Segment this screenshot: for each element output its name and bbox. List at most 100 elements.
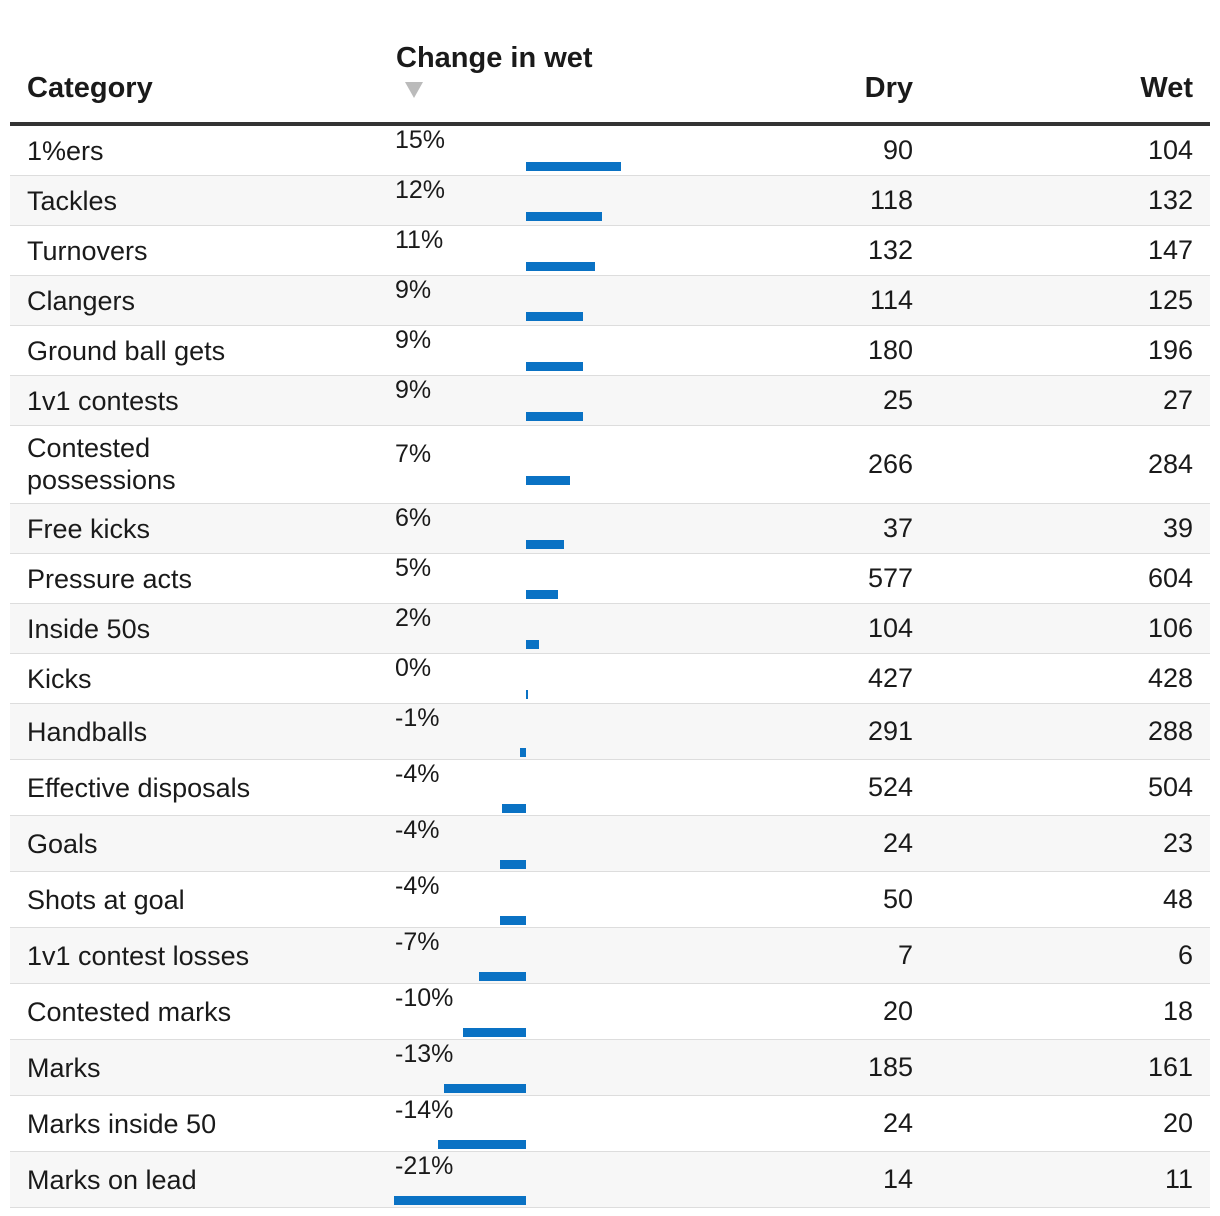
sort-descending-icon[interactable] xyxy=(405,82,423,98)
table-row: Marks on lead -21% 14 11 xyxy=(10,1152,1210,1208)
wet-value: 27 xyxy=(1162,385,1193,415)
table-row: Marks -13% 185 161 xyxy=(10,1040,1210,1096)
wet-value: 147 xyxy=(1147,235,1193,265)
table-row: Marks inside 50 -14% 24 20 xyxy=(10,1096,1210,1152)
wet-value: 604 xyxy=(1147,563,1193,593)
change-label: -1% xyxy=(395,704,440,732)
change-bar xyxy=(393,1196,526,1205)
change-bar xyxy=(526,640,539,649)
wet-value: 6 xyxy=(1177,940,1193,970)
dry-value: 132 xyxy=(867,235,913,265)
wet-value: 504 xyxy=(1147,772,1193,802)
dry-value: 24 xyxy=(882,828,913,858)
dry-value: 577 xyxy=(867,563,913,593)
dry-value: 25 xyxy=(882,385,913,415)
row-category: Contested possessions xyxy=(27,433,176,495)
change-label: -10% xyxy=(395,984,454,1012)
dry-value: 104 xyxy=(867,613,913,643)
table-row: Clangers 9% 114 125 xyxy=(10,276,1210,326)
change-bar xyxy=(478,972,526,981)
change-label: -21% xyxy=(395,1152,454,1180)
change-label: 9% xyxy=(395,276,432,304)
change-label: 9% xyxy=(395,326,432,354)
table-row: Kicks 0% 427 428 xyxy=(10,654,1210,704)
table-row: Turnovers 11% 132 147 xyxy=(10,226,1210,276)
table-row: 1v1 contests 9% 25 27 xyxy=(10,376,1210,426)
wet-value: 104 xyxy=(1147,135,1193,165)
row-category: Pressure acts xyxy=(27,564,193,594)
change-bar xyxy=(526,412,583,421)
dry-value: 427 xyxy=(867,663,913,693)
table-row: Free kicks 6% 37 39 xyxy=(10,504,1210,554)
change-bar xyxy=(526,312,583,321)
wet-value: 161 xyxy=(1147,1052,1193,1082)
change-bar xyxy=(444,1084,526,1093)
change-label: 11% xyxy=(395,226,444,254)
change-label: -7% xyxy=(395,928,440,956)
wet-value: 132 xyxy=(1147,185,1193,215)
wet-value: 284 xyxy=(1147,449,1193,479)
dry-value: 37 xyxy=(882,513,913,543)
table-row: Tackles 12% 118 132 xyxy=(10,176,1210,226)
wet-value: 288 xyxy=(1147,716,1193,746)
row-category: 1v1 contest losses xyxy=(27,941,250,971)
wet-value: 39 xyxy=(1162,513,1193,543)
dry-value: 291 xyxy=(867,716,913,746)
wet-value: 196 xyxy=(1147,335,1193,365)
change-label: 6% xyxy=(395,504,432,532)
wet-value: 428 xyxy=(1147,663,1193,693)
table-row: Goals -4% 24 23 xyxy=(10,816,1210,872)
wet-value: 106 xyxy=(1147,613,1193,643)
change-bar xyxy=(526,362,583,371)
row-category: Goals xyxy=(27,829,98,859)
row-category: Turnovers xyxy=(27,236,148,266)
table-row: Inside 50s 2% 104 106 xyxy=(10,604,1210,654)
column-header-wet[interactable]: Wet xyxy=(1140,72,1193,104)
row-category: 1%ers xyxy=(27,136,104,166)
dry-value: 20 xyxy=(882,996,913,1026)
dry-value: 266 xyxy=(867,449,913,479)
table-row: Contested possessions 7% 266 284 xyxy=(10,426,1210,504)
change-label: -14% xyxy=(395,1096,454,1124)
table-row: Ground ball gets 9% 180 196 xyxy=(10,326,1210,376)
change-bar xyxy=(463,1028,526,1037)
row-category: Tackles xyxy=(27,186,118,216)
column-header-dry[interactable]: Dry xyxy=(864,72,913,104)
table-row: 1%ers 15% 90 104 xyxy=(10,126,1210,176)
column-header-category[interactable]: Category xyxy=(27,72,153,104)
table-row: Handballs -1% 291 288 xyxy=(10,704,1210,760)
dry-value: 185 xyxy=(867,1052,913,1082)
change-label: 2% xyxy=(395,604,432,632)
table-row: Shots at goal -4% 50 48 xyxy=(10,872,1210,928)
change-bar xyxy=(526,476,571,485)
change-bar xyxy=(526,262,596,271)
wet-value: 11 xyxy=(1164,1164,1193,1194)
change-bar xyxy=(526,590,558,599)
wet-value: 125 xyxy=(1147,285,1193,315)
change-label: -13% xyxy=(395,1040,454,1068)
change-bar xyxy=(502,804,526,813)
change-label: -4% xyxy=(395,816,440,844)
row-category: Marks xyxy=(27,1053,101,1083)
change-bar xyxy=(526,212,602,221)
change-bar xyxy=(437,1140,526,1149)
dry-value: 7 xyxy=(897,940,913,970)
wet-value: 48 xyxy=(1162,884,1193,914)
dry-value: 14 xyxy=(882,1164,913,1194)
change-bar xyxy=(499,916,526,925)
row-category: Free kicks xyxy=(27,514,151,544)
column-header-change[interactable]: Change in wet xyxy=(396,42,593,74)
change-label: 5% xyxy=(395,554,432,582)
table-row: Pressure acts 5% 577 604 xyxy=(10,554,1210,604)
change-label: -4% xyxy=(395,872,440,900)
row-category: Shots at goal xyxy=(27,885,185,915)
dry-value: 118 xyxy=(869,185,913,215)
change-label: 9% xyxy=(395,376,432,404)
wet-value: 20 xyxy=(1162,1108,1193,1138)
dry-value: 24 xyxy=(882,1108,913,1138)
change-label: 7% xyxy=(395,440,432,468)
change-bar xyxy=(526,690,528,699)
row-category: Effective disposals xyxy=(27,773,251,803)
change-bar xyxy=(499,860,526,869)
change-label: 12% xyxy=(395,176,446,204)
